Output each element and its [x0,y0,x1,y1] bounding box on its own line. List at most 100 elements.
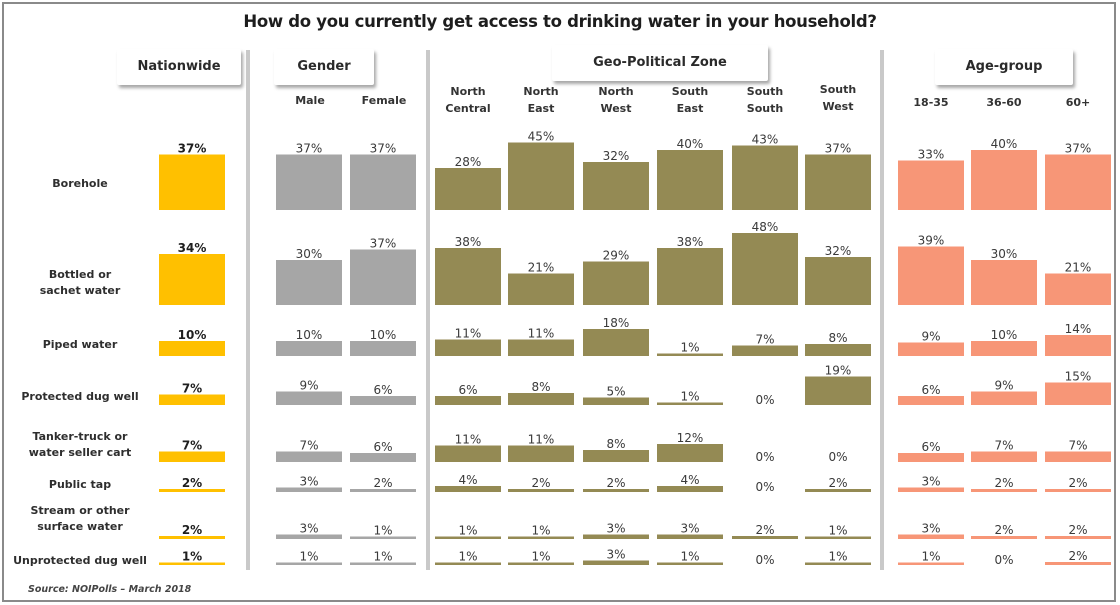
value-label-nationwide-piped-water: 10% [178,328,207,342]
value-label-south-south-tanker-truck-or-water-seller-cart: 0% [755,450,774,464]
value-label-female-borehole: 37% [370,142,397,156]
value-label-south-south-public-tap: 0% [755,480,774,494]
value-label-south-east-piped-water: 1% [680,341,699,355]
value-label-female-protected-dug-well: 6% [373,383,392,397]
bar-nationwide-tanker-truck-or-water-seller-cart [159,451,225,462]
value-label-north-central-protected-dug-well: 6% [458,383,477,397]
value-label-male-borehole: 37% [296,142,323,156]
value-label-nationwide-protected-dug-well: 7% [182,382,202,396]
bar-south-west-borehole [805,154,871,210]
value-label-female-public-tap: 2% [373,476,392,490]
bar-60-stream-or-other-surface-water [1045,536,1111,539]
value-label-south-south-bottled-or-sachet-water: 48% [752,220,779,234]
bar-36-60-borehole [971,150,1037,210]
bar-male-piped-water [276,341,342,356]
bar-north-west-bottled-or-sachet-water [583,261,649,305]
bar-south-east-stream-or-other-surface-water [657,534,723,539]
bar-36-60-protected-dug-well [971,391,1037,405]
bar-north-east-bottled-or-sachet-water [508,273,574,305]
value-label-north-west-protected-dug-well: 5% [606,385,625,399]
value-label-60-tanker-truck-or-water-seller-cart: 7% [1068,439,1087,453]
value-label-36-60-stream-or-other-surface-water: 2% [994,523,1013,537]
series-header-south-west: South West [819,83,857,113]
value-label-north-central-piped-water: 11% [455,327,482,341]
series-header-60-plus: 60+ [1065,96,1091,109]
bar-nationwide-stream-or-other-surface-water [159,536,225,539]
value-label-female-tanker-truck-or-water-seller-cart: 6% [373,440,392,454]
group-header-gender: Gender [274,49,374,85]
value-label-male-stream-or-other-surface-water: 3% [299,522,318,536]
value-label-north-east-piped-water: 11% [528,327,555,341]
bar-north-east-protected-dug-well [508,393,574,405]
value-label-north-east-bottled-or-sachet-water: 21% [528,261,555,275]
value-label-north-central-public-tap: 4% [458,473,477,487]
value-label-male-piped-water: 10% [296,328,323,342]
value-label-female-bottled-or-sachet-water: 37% [370,237,397,251]
series-header-north-central: North Central [445,85,491,115]
value-label-north-west-public-tap: 2% [606,476,625,490]
bar-south-west-bottled-or-sachet-water [805,257,871,305]
category-label-stream: Stream or other surface water [30,504,130,533]
bar-18-35-protected-dug-well [898,396,964,405]
value-label-male-bottled-or-sachet-water: 30% [296,247,323,261]
bar-18-35-tanker-truck-or-water-seller-cart [898,453,964,462]
value-label-south-east-protected-dug-well: 1% [680,390,699,404]
bar-north-central-protected-dug-well [435,396,501,405]
bar-male-unprotected-dug-well [276,562,342,565]
value-label-nationwide-tanker-truck-or-water-seller-cart: 7% [182,439,202,453]
bar-north-central-bottled-or-sachet-water [435,248,501,305]
bar-nationwide-protected-dug-well [159,394,225,405]
bar-south-west-piped-water [805,344,871,356]
bar-north-east-public-tap [508,489,574,492]
category-label-public-tap: Public tap [48,478,112,491]
bar-south-east-protected-dug-well [657,402,723,405]
series-header-north-west: North West [598,85,634,115]
value-label-36-60-unprotected-dug-well: 0% [994,553,1013,567]
category-label-bottled-or-sachet-water: Bottled or sachet water [39,268,121,297]
value-label-south-west-tanker-truck-or-water-seller-cart: 0% [828,450,847,464]
bar-south-south-stream-or-other-surface-water [732,536,798,539]
bar-south-east-tanker-truck-or-water-seller-cart [657,444,723,462]
series-header-18-35: 18-35 [913,96,949,109]
bar-nationwide-public-tap [159,489,225,492]
bar-south-west-unprotected-dug-well [805,562,871,565]
category-label-borehole: Borehole [52,177,108,190]
series-header-male: Male [295,94,325,107]
value-label-female-unprotected-dug-well: 1% [373,550,392,564]
divider-gender-zone [426,50,430,570]
bar-north-east-unprotected-dug-well [508,562,574,565]
value-label-south-west-stream-or-other-surface-water: 1% [828,524,847,538]
value-label-north-west-stream-or-other-surface-water: 3% [606,522,625,536]
source-note: Source: NOIPolls – March 2018 [28,584,192,595]
bar-south-south-borehole [732,145,798,210]
bar-north-east-borehole [508,142,574,210]
value-label-60-borehole: 37% [1065,142,1092,156]
value-label-nationwide-public-tap: 2% [182,476,202,490]
value-label-female-stream-or-other-surface-water: 1% [373,524,392,538]
value-label-south-east-tanker-truck-or-water-seller-cart: 12% [677,431,704,445]
value-label-60-stream-or-other-surface-water: 2% [1068,523,1087,537]
value-label-36-60-borehole: 40% [991,137,1018,151]
bar-36-60-tanker-truck-or-water-seller-cart [971,451,1037,462]
value-label-north-east-protected-dug-well: 8% [531,380,550,394]
value-label-south-west-public-tap: 2% [828,476,847,490]
bar-north-west-tanker-truck-or-water-seller-cart [583,450,649,462]
value-label-south-south-protected-dug-well: 0% [755,393,774,407]
value-label-south-south-borehole: 43% [752,133,779,147]
value-label-male-protected-dug-well: 9% [299,379,318,393]
bar-60-tanker-truck-or-water-seller-cart [1045,451,1111,462]
value-label-north-central-unprotected-dug-well: 1% [458,550,477,564]
series-header-36-60: 36-60 [986,96,1022,109]
category-label-protected-dug-well: Protected dug well [21,390,139,403]
value-label-north-east-stream-or-other-surface-water: 1% [531,524,550,538]
divider-zone-age [880,50,884,570]
bar-north-central-public-tap [435,486,501,492]
value-label-18-35-public-tap: 3% [921,475,940,489]
bar-south-east-public-tap [657,486,723,492]
bar-female-tanker-truck-or-water-seller-cart [350,453,416,462]
bar-nationwide-piped-water [159,341,225,356]
divider-nationwide-gender [246,50,250,570]
value-label-north-central-borehole: 28% [455,155,482,169]
value-label-36-60-protected-dug-well: 9% [994,379,1013,393]
